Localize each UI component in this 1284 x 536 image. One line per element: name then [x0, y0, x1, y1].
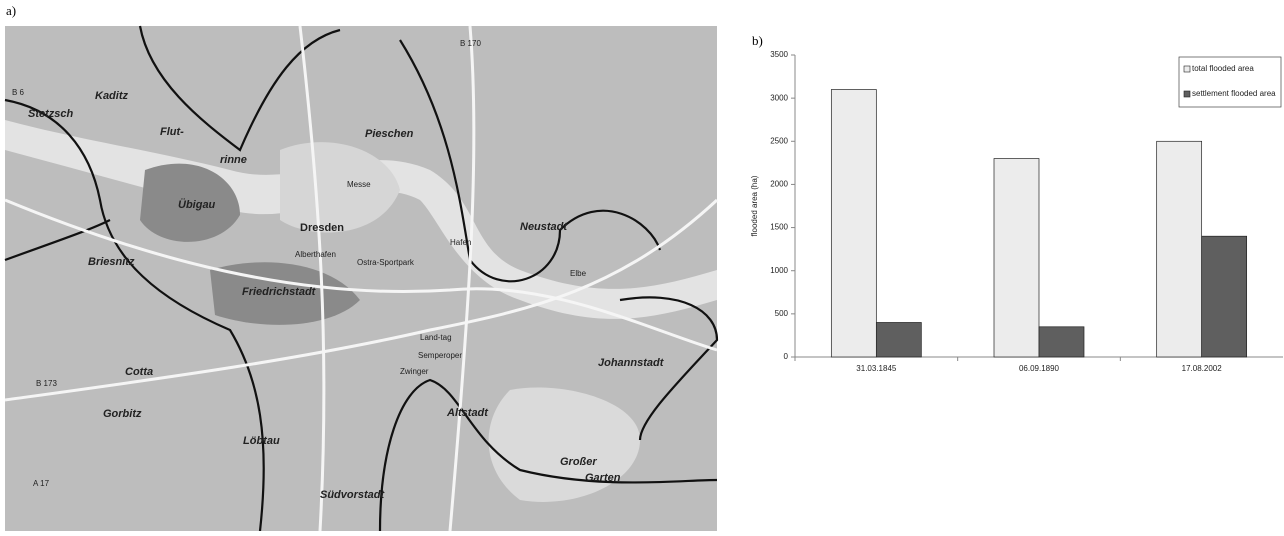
map-label: B 170 [460, 39, 481, 48]
map-label: Ostra-Sportpark [357, 258, 415, 267]
x-tick-label: 31.03.1845 [856, 364, 897, 373]
y-tick-label: 1000 [770, 266, 788, 275]
map-label: B 173 [36, 379, 57, 388]
map-label: Stetzsch [28, 108, 74, 120]
map-label: Kaditz [95, 90, 129, 102]
y-tick-label: 2500 [770, 136, 788, 145]
map-label: Cotta [125, 366, 153, 378]
bar [994, 159, 1039, 357]
map-label: Neustadt [520, 221, 568, 233]
map-label: Übigau [178, 198, 216, 211]
map-label: Großer [560, 456, 597, 468]
map-label: Südvorstadt [320, 489, 386, 501]
panel-label: b) [752, 33, 763, 48]
map-label: Pieschen [365, 128, 414, 140]
map-label: Flut- [160, 126, 184, 138]
map-label: Altstadt [446, 407, 489, 419]
map-label: Elbe [570, 269, 587, 278]
legend-label: settlement flooded area [1192, 89, 1276, 98]
map-label: Johannstadt [598, 357, 665, 369]
map-label: Garten [585, 472, 621, 484]
map-label: Friedrichstadt [242, 286, 317, 298]
y-axis-label: flooded area (ha) [750, 175, 759, 236]
bar [1039, 327, 1084, 357]
y-tick-label: 3000 [770, 93, 788, 102]
legend-swatch [1184, 66, 1190, 72]
bar [831, 90, 876, 357]
bar-chart: 0 500 1000 1500 2000 2500 3000 3500 flooded area… [750, 50, 1283, 373]
map-label: A 17 [33, 479, 50, 488]
map-label: Gorbitz [103, 408, 142, 420]
legend-label: total flooded area [1192, 64, 1254, 73]
map-label: Hafen [450, 238, 471, 247]
map-label: Semperoper [418, 351, 462, 360]
map-label: Land-tag [420, 333, 452, 342]
map-label: Briesnitz [88, 256, 135, 268]
y-tick-label: 3500 [770, 50, 788, 59]
figure: a) b) Dresden Kaditz Stetzsch Pieschen Ü [0, 0, 1284, 531]
legend-swatch [1184, 91, 1190, 97]
panel-label: a) [6, 3, 16, 18]
map-label: Zwinger [400, 367, 429, 376]
map-label: Alberthafen [295, 250, 336, 259]
y-tick-label: 1500 [770, 223, 788, 232]
x-tick-label: 17.08.2002 [1182, 364, 1223, 373]
map-label: Messe [347, 180, 371, 189]
map-label: rinne [220, 154, 247, 166]
y-tick-label: 500 [775, 309, 789, 318]
map-label: Löbtau [243, 435, 280, 447]
map: Dresden Kaditz Stetzsch Pieschen Übigau … [5, 26, 717, 531]
x-tick-label: 06.09.1890 [1019, 364, 1060, 373]
map-label: B 6 [12, 88, 25, 97]
y-tick-label: 2000 [770, 180, 788, 189]
bar [1157, 141, 1202, 357]
bar [1202, 236, 1247, 357]
bar [876, 322, 921, 357]
map-label: Dresden [300, 222, 344, 234]
y-tick-label: 0 [784, 352, 789, 361]
